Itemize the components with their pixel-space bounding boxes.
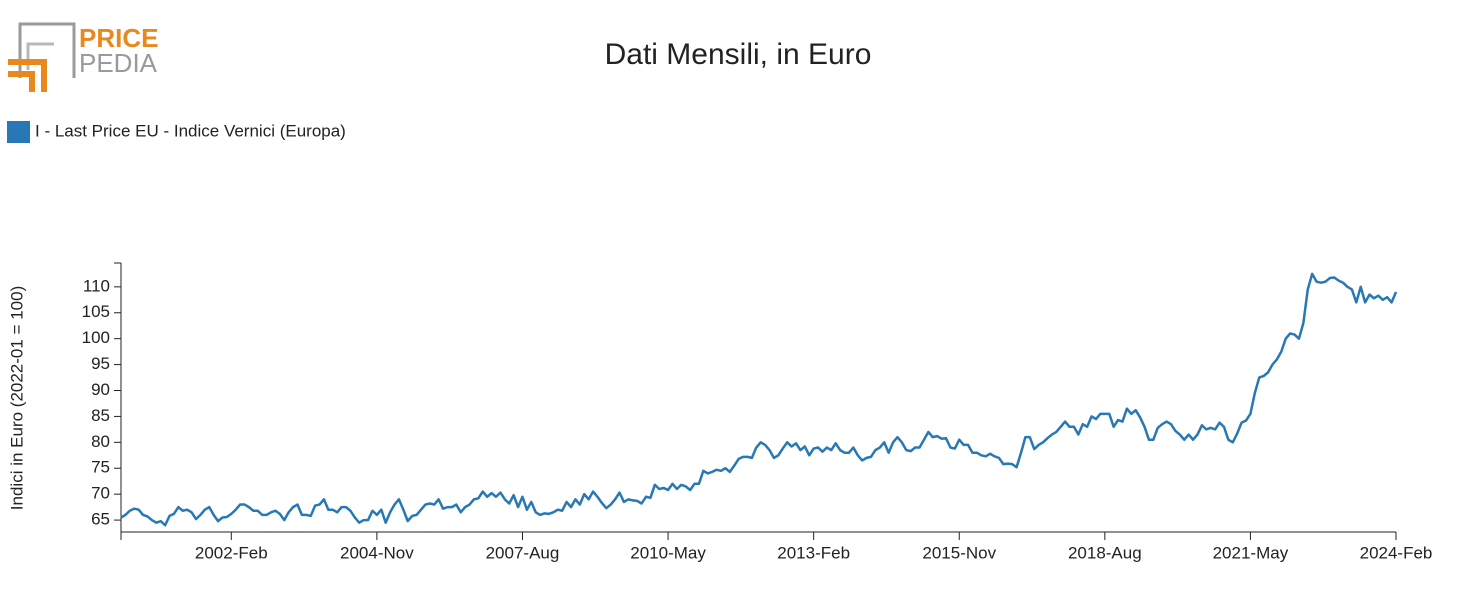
x-tick-label: 2021-May	[1213, 543, 1289, 562]
legend-swatch	[7, 121, 30, 143]
y-tick-label: 70	[91, 484, 110, 503]
x-tick-label: 2010-May	[630, 543, 706, 562]
axes	[114, 262, 1397, 540]
y-tick-label: 110	[83, 276, 110, 295]
logo-mark	[8, 59, 47, 92]
y-tick-label: 75	[91, 458, 110, 477]
logo-text: PEDIA	[79, 48, 158, 78]
y-tick-label: 105	[82, 302, 110, 321]
x-tick-label: 2002-Feb	[195, 543, 268, 562]
x-tick-label: 2007-Aug	[486, 543, 560, 562]
y-tick-label: 65	[91, 510, 110, 529]
logo-mark	[8, 71, 35, 92]
y-tick-label: 80	[91, 432, 110, 451]
legend-label: I - Last Price EU - Indice Vernici (Euro…	[35, 121, 346, 140]
y-tick-label: 85	[91, 406, 110, 425]
x-tick-label: 2013-Feb	[777, 543, 850, 562]
logo-text: PRICE	[79, 23, 158, 53]
x-tick-label: 2024-Feb	[1360, 543, 1433, 562]
logo-frame	[18, 22, 76, 78]
y-tick-label: 100	[82, 328, 110, 347]
y-tick-label: 90	[91, 380, 110, 399]
line-series	[120, 272, 1398, 527]
logo: PRICE PEDIA	[8, 22, 158, 92]
x-tick-label: 2015-Nov	[922, 543, 996, 562]
y-axis-label: Indici in Euro (2022-01 = 100)	[7, 286, 26, 510]
chart-title: Dati Mensili, in Euro	[605, 38, 872, 71]
y-tick-label: 95	[91, 354, 110, 373]
x-tick-label: 2018-Aug	[1068, 543, 1142, 562]
x-tick-label: 2004-Nov	[340, 543, 414, 562]
